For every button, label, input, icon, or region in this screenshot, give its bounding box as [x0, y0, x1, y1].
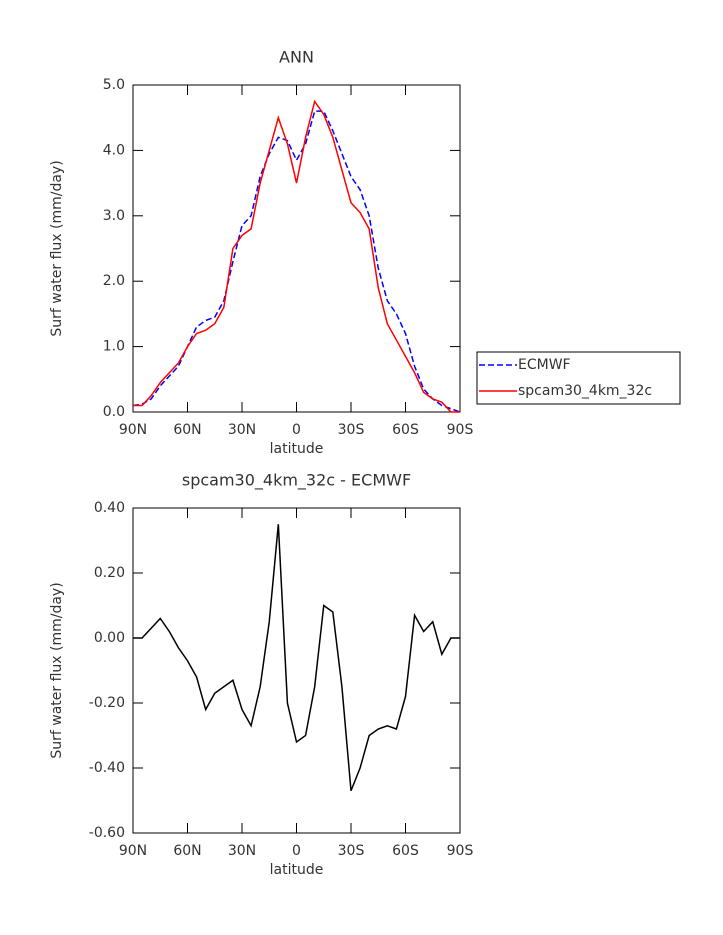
- x-axis-label: latitude: [270, 862, 324, 878]
- series-line: [133, 99, 460, 413]
- y-axis-label: Surf water flux (mm/day): [49, 582, 65, 758]
- x-tick-label: 90N: [119, 422, 147, 438]
- plot-frame: [132, 507, 461, 834]
- y-tick-label: -0.40: [89, 760, 125, 776]
- x-tick-label: 60N: [173, 422, 201, 438]
- y-tick-label: 4.0: [103, 142, 125, 158]
- y-tick-label: 1.0: [103, 339, 125, 355]
- x-tick-label: 30N: [228, 422, 256, 438]
- y-tick-label: 0.40: [94, 500, 125, 516]
- x-tick-label: 60N: [173, 843, 201, 859]
- x-tick-label: 90N: [119, 843, 147, 859]
- x-tick-label: 30N: [228, 843, 256, 859]
- series-line: [133, 524, 460, 792]
- y-tick-label: -0.60: [89, 825, 125, 841]
- legend-label: spcam30_4km_32c: [518, 383, 652, 399]
- legend-box: [476, 351, 681, 405]
- y-tick-label: 5.0: [103, 77, 125, 93]
- x-tick-label: 30S: [338, 422, 365, 438]
- x-tick-label: 90S: [447, 422, 474, 438]
- y-tick-label: 3.0: [103, 208, 125, 224]
- y-tick-label: 0.20: [94, 565, 125, 581]
- x-tick-label: 0: [292, 843, 301, 859]
- y-tick-label: 2.0: [103, 273, 125, 289]
- plot-frame: [132, 84, 461, 413]
- x-axis-label: latitude: [270, 441, 324, 457]
- x-tick-label: 90S: [447, 843, 474, 859]
- chart-title: spcam30_4km_32c - ECMWF: [182, 471, 411, 491]
- chart-title: ANN: [279, 48, 314, 67]
- legend-label: ECMWF: [518, 357, 571, 373]
- y-tick-label: 0.0: [103, 404, 125, 420]
- x-tick-label: 60S: [392, 843, 419, 859]
- x-tick-label: 0: [292, 422, 301, 438]
- y-tick-label: -0.20: [89, 695, 125, 711]
- y-axis-label: Surf water flux (mm/day): [49, 160, 65, 336]
- y-tick-label: 0.00: [94, 630, 125, 646]
- x-tick-label: 30S: [338, 843, 365, 859]
- x-tick-label: 60S: [392, 422, 419, 438]
